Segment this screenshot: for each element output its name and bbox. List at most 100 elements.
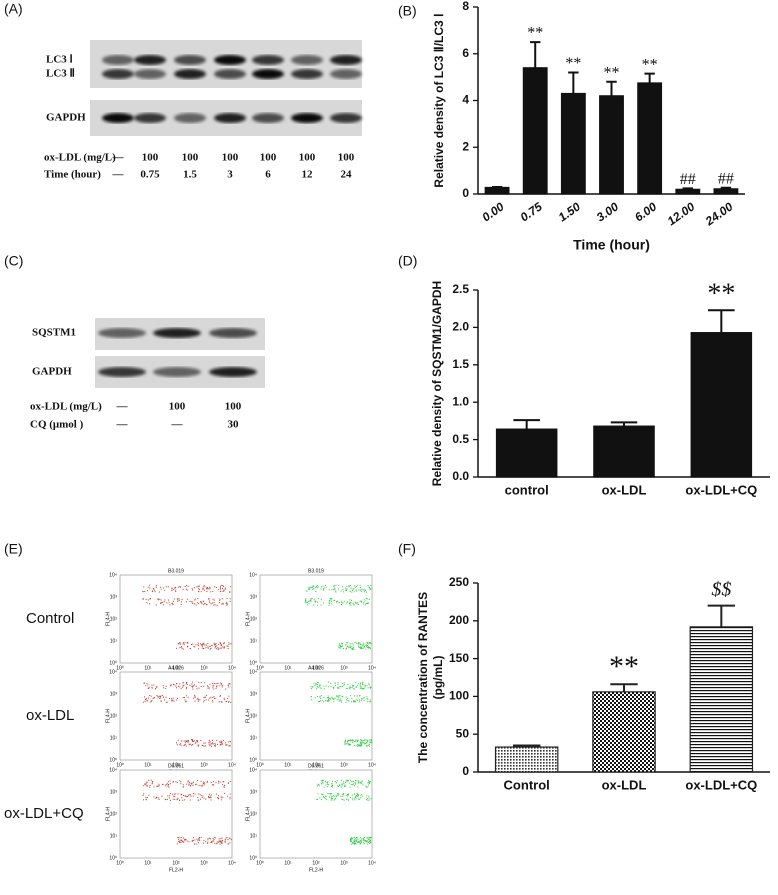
flow-dot bbox=[333, 701, 335, 703]
flow-dot bbox=[344, 741, 346, 743]
flow-dot bbox=[222, 603, 224, 605]
flow-dot bbox=[207, 796, 209, 798]
flow-dot bbox=[350, 646, 352, 648]
x-tick-label: 10² bbox=[172, 860, 180, 866]
flow-dot bbox=[320, 700, 322, 702]
flow-dot bbox=[215, 645, 217, 647]
flow-dot bbox=[178, 643, 180, 645]
flow-dot bbox=[218, 838, 220, 840]
flow-dot bbox=[172, 798, 174, 800]
flow-dot bbox=[349, 839, 351, 841]
flow-dot bbox=[220, 647, 222, 649]
flow-dot bbox=[327, 700, 329, 702]
flow-dot bbox=[357, 786, 359, 788]
blot-band bbox=[214, 55, 246, 65]
y-tick-label: 10⁴ bbox=[249, 572, 257, 578]
flow-dot bbox=[335, 590, 337, 592]
flow-dot bbox=[312, 586, 314, 588]
flow-dot bbox=[207, 837, 209, 839]
flow-dot bbox=[356, 839, 358, 841]
flow-dot bbox=[166, 798, 168, 800]
y-axis-title: FL4-H bbox=[105, 807, 111, 821]
flow-dot bbox=[361, 780, 363, 782]
flow-dot bbox=[361, 687, 363, 689]
flow-dot bbox=[364, 685, 366, 687]
flow-dot bbox=[197, 642, 199, 644]
flow-dot bbox=[213, 743, 215, 745]
x-axis-title: Time (hour) bbox=[573, 237, 650, 253]
flow-dot bbox=[311, 687, 313, 689]
flow-dot bbox=[350, 838, 352, 840]
significance-mark: ## bbox=[680, 171, 696, 188]
flow-dot bbox=[171, 699, 173, 701]
flow-dot bbox=[338, 785, 340, 787]
flow-dot bbox=[341, 799, 343, 801]
flow-dot bbox=[321, 783, 323, 785]
x-axis-title: FL2-H bbox=[309, 867, 323, 873]
flow-dot bbox=[339, 647, 341, 649]
row-cell: 6 bbox=[265, 169, 271, 181]
error-bar bbox=[682, 187, 693, 190]
flow-dot bbox=[221, 743, 223, 745]
flow-dot bbox=[187, 796, 189, 798]
flow-dot bbox=[185, 695, 187, 697]
flow-dot bbox=[368, 602, 370, 604]
panel-label: (B) bbox=[398, 3, 417, 19]
row-cell: 100 bbox=[299, 152, 316, 164]
flow-dot bbox=[364, 696, 366, 698]
flow-dot bbox=[345, 781, 347, 783]
flow-dot bbox=[217, 797, 219, 799]
flow-dot bbox=[346, 642, 348, 644]
flow-dot bbox=[218, 648, 220, 650]
flow-dot bbox=[181, 797, 183, 799]
flow-dot bbox=[335, 584, 337, 586]
flow-dot bbox=[360, 842, 362, 844]
flow-dot bbox=[201, 744, 203, 746]
flow-dot bbox=[220, 684, 222, 686]
flow-dot bbox=[145, 783, 147, 785]
flow-dot bbox=[346, 647, 348, 649]
row-label: ox-LDL (mg/L) bbox=[30, 401, 102, 413]
flow-dot bbox=[357, 795, 359, 797]
flow-dot bbox=[327, 786, 329, 788]
flow-dot bbox=[207, 686, 209, 688]
flow-dot bbox=[359, 843, 361, 845]
flow-dot bbox=[171, 588, 173, 590]
flow-dot bbox=[323, 786, 325, 788]
flow-dot bbox=[220, 645, 222, 647]
flow-dot bbox=[180, 744, 182, 746]
x-tick-label: 10³ bbox=[340, 860, 348, 866]
flow-dot bbox=[343, 683, 345, 685]
y-tick-label: 10¹ bbox=[250, 833, 258, 839]
flow-dot bbox=[203, 701, 205, 703]
x-tick-label: 12.00 bbox=[665, 199, 698, 228]
y-tick-label: 10⁰ bbox=[109, 855, 117, 861]
row-cell: 100 bbox=[225, 401, 242, 413]
flow-dot bbox=[313, 598, 315, 600]
flow-dot bbox=[363, 603, 365, 605]
flow-dot bbox=[146, 682, 148, 684]
flow-dot bbox=[189, 794, 191, 796]
flow-dot bbox=[347, 780, 349, 782]
flow-dot bbox=[336, 695, 338, 697]
blot-band bbox=[102, 69, 134, 79]
flow-dot bbox=[156, 685, 158, 687]
flow-dot bbox=[179, 683, 181, 685]
x-tick-label: 10² bbox=[312, 665, 320, 671]
flow-dot bbox=[189, 799, 191, 801]
y-tick-label: 10⁴ bbox=[249, 669, 257, 675]
flow-dot bbox=[157, 598, 159, 600]
flow-dot bbox=[174, 793, 176, 795]
significance-mark: ** bbox=[642, 56, 658, 73]
x-tick-label: 24.00 bbox=[702, 199, 736, 228]
flow-dot bbox=[230, 701, 232, 703]
blot-band bbox=[174, 69, 206, 79]
x-tick-label: ox-LDL+CQ bbox=[685, 482, 757, 497]
flow-dot bbox=[221, 742, 223, 744]
flow-dot bbox=[350, 840, 352, 842]
flow-dot bbox=[149, 587, 151, 589]
flow-dot bbox=[165, 685, 167, 687]
flow-dot bbox=[200, 837, 202, 839]
flow-dot bbox=[172, 781, 174, 783]
x-tick-label: 10² bbox=[172, 762, 180, 768]
